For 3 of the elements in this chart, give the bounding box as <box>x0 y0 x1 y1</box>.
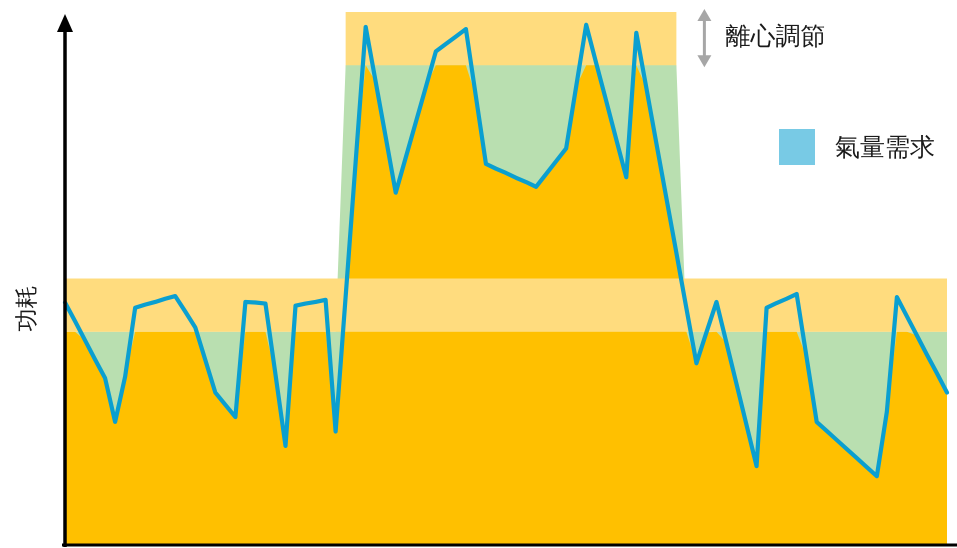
annotation: 離心調節 <box>725 22 826 51</box>
y-axis-title: 功耗 <box>14 286 40 332</box>
legend-label: 氣量需求 <box>835 132 935 162</box>
